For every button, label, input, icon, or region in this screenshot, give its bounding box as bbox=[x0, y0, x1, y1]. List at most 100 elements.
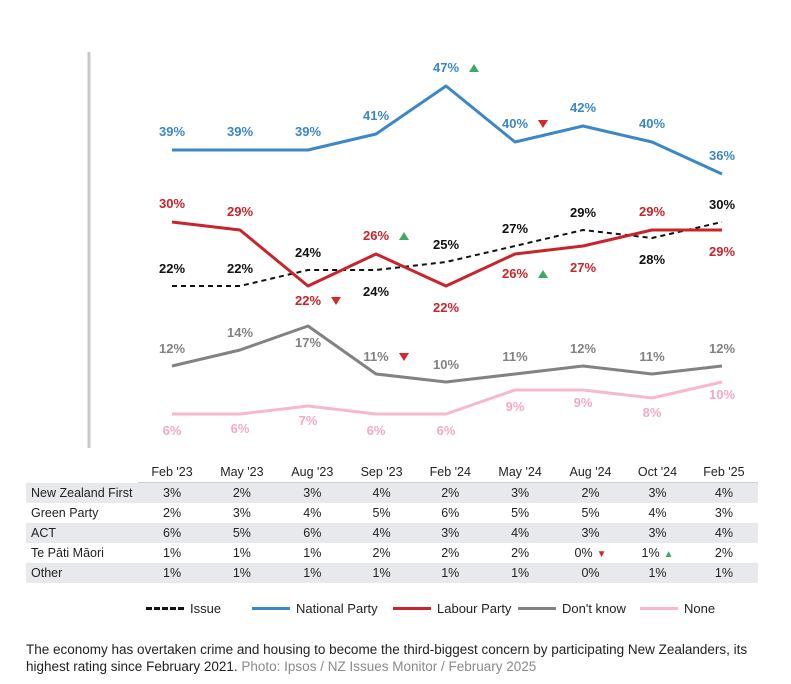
series-line-labour-party bbox=[171, 220, 722, 288]
table-cell: 1% bbox=[232, 546, 251, 560]
table-cell: 2% bbox=[372, 546, 391, 560]
table-cell: 5% bbox=[511, 506, 530, 520]
photo-credit: Photo: Ipsos / NZ Issues Monitor / Febru… bbox=[241, 659, 537, 674]
caption-text: The economy has overtaken crime and hous… bbox=[26, 642, 748, 674]
up-triangle-icon bbox=[399, 232, 409, 240]
data-label-don-t-know: 10% bbox=[433, 357, 459, 372]
chart-legend: Issue National Party Labour Party Don't … bbox=[140, 601, 760, 621]
data-label-issue: 30% bbox=[709, 197, 735, 212]
legend-item-none: None bbox=[640, 601, 715, 616]
table-cell: 3% bbox=[232, 506, 251, 520]
data-label-labour-party: 22% bbox=[433, 300, 459, 315]
data-label-labour-party: 29% bbox=[227, 204, 253, 219]
data-label-none: 9% bbox=[574, 395, 593, 410]
table-cell: 1% bbox=[416, 563, 485, 583]
table-cell: 5% bbox=[206, 523, 278, 543]
data-label-don-t-know: 11% bbox=[639, 349, 665, 364]
data-label-national-party: 40% bbox=[502, 116, 528, 131]
up-triangle-icon: ▲ bbox=[663, 549, 674, 560]
legend-swatch-labour bbox=[393, 607, 431, 610]
up-triangle-icon bbox=[469, 64, 479, 72]
table-cell: 4% bbox=[689, 523, 758, 543]
data-label-don-t-know: 11% bbox=[363, 349, 389, 364]
data-label-none: 6% bbox=[367, 423, 386, 438]
data-label-national-party: 42% bbox=[570, 100, 596, 115]
data-label-national-party: 40% bbox=[639, 116, 665, 131]
table-cell: 6% bbox=[277, 523, 347, 543]
table-cell: 1% bbox=[163, 546, 182, 560]
legend-label-dont-know: Don't know bbox=[562, 601, 626, 616]
table-cell: 3% bbox=[416, 523, 485, 543]
data-label-issue: 24% bbox=[295, 245, 321, 260]
data-label-none: 8% bbox=[643, 405, 662, 420]
data-label-labour-party: 27% bbox=[570, 260, 596, 275]
table-cell: 2% bbox=[416, 482, 485, 503]
data-label-don-t-know: 12% bbox=[570, 341, 596, 356]
table-row: Green Party 2% 3% 4% 5% 6% 5% 5% 4% 3% bbox=[26, 503, 758, 523]
table-row-label: New Zealand First bbox=[26, 482, 138, 503]
down-triangle-icon: ▼ bbox=[596, 549, 607, 560]
data-label-labour-party: 30% bbox=[159, 196, 185, 211]
data-label-don-t-know: 12% bbox=[159, 341, 185, 356]
data-label-don-t-know: 14% bbox=[227, 325, 253, 340]
data-label-national-party: 39% bbox=[227, 124, 253, 139]
table-cell: 3% bbox=[138, 482, 207, 503]
table-column-header: Sep '23 bbox=[346, 462, 417, 483]
table-cell: 3% bbox=[714, 506, 733, 520]
legend-item-labour: Labour Party bbox=[393, 601, 511, 616]
table-row-label: Green Party bbox=[31, 506, 99, 520]
data-label-don-t-know: 12% bbox=[709, 341, 735, 356]
table-column-header: Aug '24 bbox=[555, 462, 626, 483]
data-label-issue: 22% bbox=[227, 261, 253, 276]
table-header-row: Feb '23 May '23 Aug '23 Sep '23 Feb '24 May '… bbox=[26, 462, 758, 483]
legend-item-issue: Issue bbox=[146, 601, 221, 616]
data-label-national-party: 47% bbox=[433, 60, 459, 75]
data-label-national-party: 39% bbox=[159, 124, 185, 139]
legend-swatch-dont-know bbox=[518, 607, 556, 610]
table-cell: 4% bbox=[346, 523, 417, 543]
legend-item-dont-know: Don't know bbox=[518, 601, 626, 616]
table-cell: 1% bbox=[277, 563, 347, 583]
table-cell: 1% bbox=[346, 563, 417, 583]
data-label-labour-party: 22% bbox=[295, 293, 321, 308]
table-row: ACT 6% 5% 6% 4% 3% 4% 3% 3% 4% bbox=[26, 523, 758, 543]
legend-swatch-national bbox=[252, 607, 290, 610]
table-cell: 4% bbox=[689, 482, 758, 503]
data-label-labour-party: 26% bbox=[363, 228, 389, 243]
table-row-label: Other bbox=[26, 563, 138, 583]
down-triangle-icon bbox=[538, 120, 548, 128]
series-line-national-party bbox=[172, 84, 723, 176]
legend-label-issue: Issue bbox=[190, 601, 222, 616]
table-row: Te Pāti Māori 1% 1% 1% 2% 2% 2% 0% ▼ 1% ▲ 2% bbox=[26, 543, 758, 563]
data-label-national-party: 39% bbox=[295, 124, 321, 139]
series-line-none bbox=[172, 380, 723, 416]
table-cell: 3% bbox=[277, 482, 347, 503]
table-cell: 3% bbox=[484, 482, 556, 503]
table-cell: 2% bbox=[206, 482, 278, 503]
table-corner-cell bbox=[26, 462, 138, 483]
up-triangle-icon bbox=[538, 270, 548, 278]
down-triangle-icon bbox=[399, 353, 409, 361]
table-column-header: Oct '24 bbox=[625, 462, 690, 483]
table-cell: 4% bbox=[648, 506, 667, 520]
data-label-issue: 29% bbox=[570, 205, 596, 220]
data-label-issue: 25% bbox=[433, 237, 459, 252]
table-cell: 3% bbox=[555, 523, 626, 543]
table-column-header: May '23 bbox=[206, 462, 278, 483]
series-line-don-t-know bbox=[171, 324, 723, 384]
table-cell: 2% bbox=[511, 546, 530, 560]
table-cell: 1% bbox=[625, 563, 690, 583]
table-column-header: May '24 bbox=[484, 462, 556, 483]
table-column-header: Feb '23 bbox=[138, 462, 207, 483]
table-row: New Zealand First 3% 2% 3% 4% 2% 3% 2% 3% 4% bbox=[26, 482, 758, 503]
table-cell: 1% bbox=[138, 563, 207, 583]
data-label-labour-party: 29% bbox=[639, 204, 665, 219]
data-label-national-party: 41% bbox=[363, 108, 389, 123]
table-row-label: ACT bbox=[26, 523, 138, 543]
data-label-none: 10% bbox=[709, 387, 735, 402]
data-label-labour-party: 29% bbox=[709, 244, 735, 259]
table-cell: 4% bbox=[346, 482, 417, 503]
legend-item-national: National Party bbox=[252, 601, 378, 616]
line-chart: 39% 39% 39% 41% 47% 40% 42% 40% 36% 30% 29% 22% 26% 2… bbox=[87, 52, 735, 448]
data-label-issue: 28% bbox=[639, 252, 665, 267]
